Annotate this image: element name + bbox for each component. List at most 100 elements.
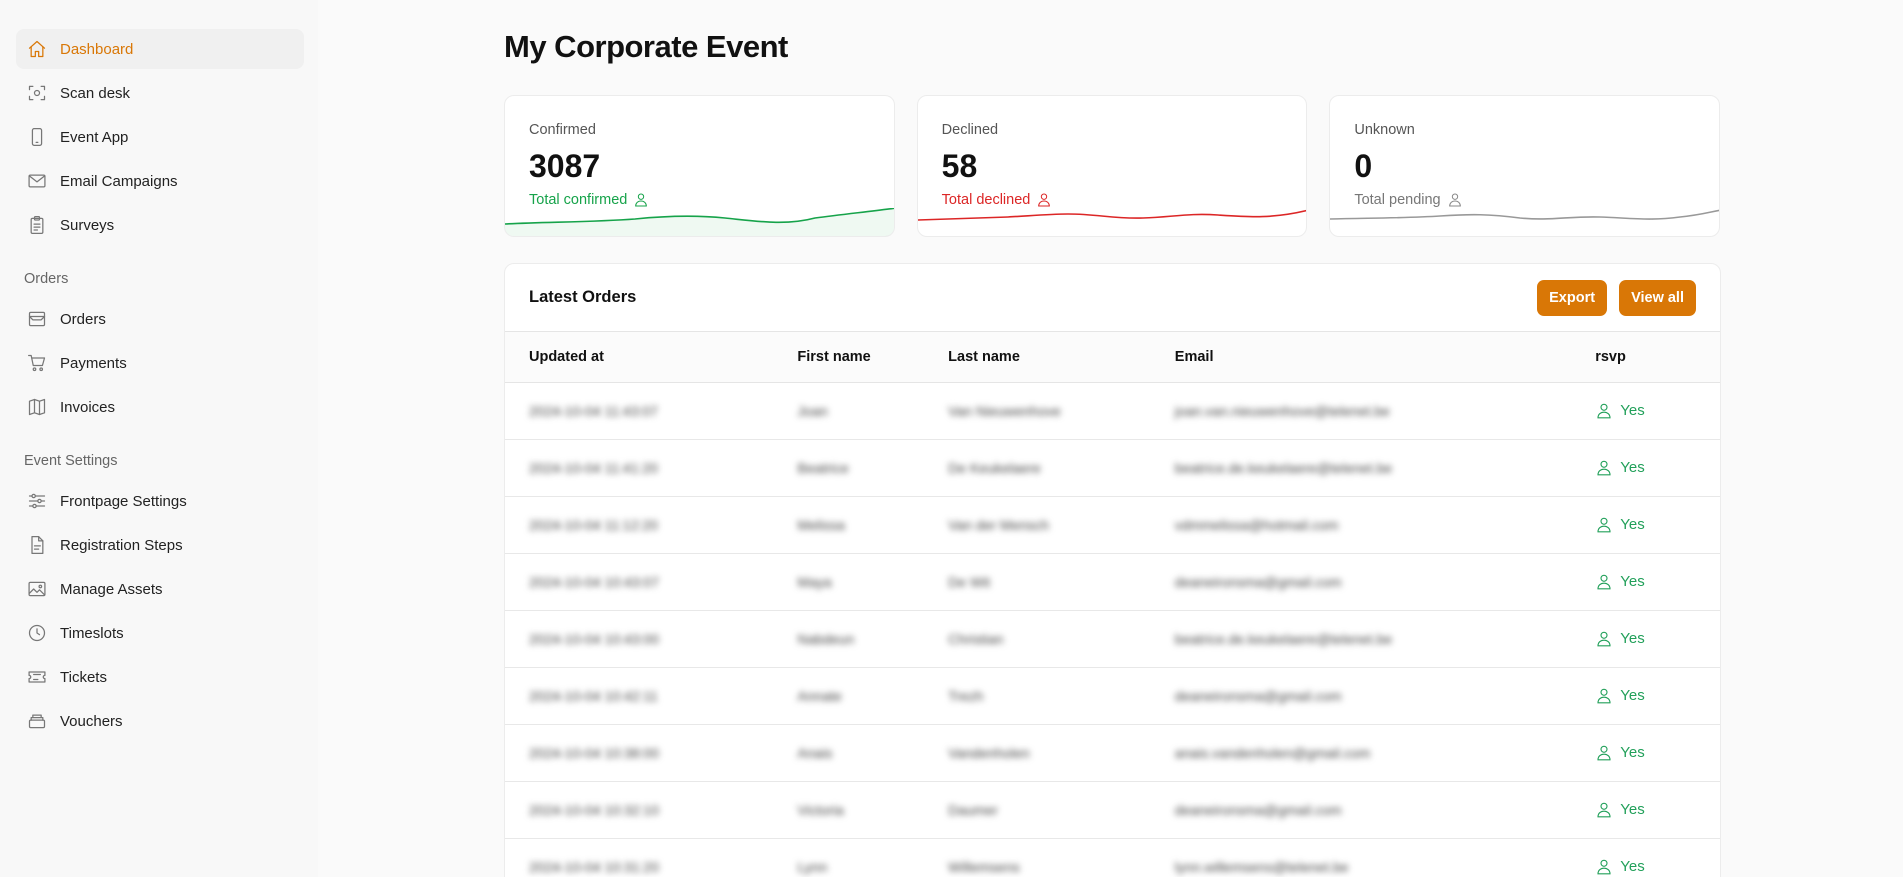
column-header-first-name[interactable]: First name (797, 348, 871, 365)
sidebar-item-payments[interactable]: Payments (16, 343, 304, 383)
email-value: beatrice.de.keukelaere@telenet.be (1174, 459, 1393, 476)
email-value: deaneironsma@gmail.com (1174, 573, 1342, 590)
rsvp-value: Yes (1620, 744, 1645, 761)
cell-updated-at: 2024-10-04 10:42:11 (505, 667, 773, 724)
sidebar-item-timeslots[interactable]: Timeslots (16, 613, 304, 653)
table-row[interactable]: 2024-10-04 10:43:07 Maya De Wit deaneironsm… (505, 553, 1720, 610)
sidebar-item-label: Scan desk (60, 84, 131, 102)
stat-card-unknown: Unknown 0 Total pending (1329, 95, 1721, 237)
sidebar-item-label: Event App (60, 128, 129, 146)
user-icon (1448, 193, 1461, 207)
image-icon (25, 577, 49, 601)
sidebar-item-label: Dashboard (60, 40, 134, 58)
rsvp-value: Yes (1620, 858, 1645, 875)
sidebar-item-email-campaigns[interactable]: Email Campaigns (16, 161, 304, 201)
stat-sub-label: Total declined (941, 192, 1031, 208)
inbox-icon (25, 307, 49, 331)
sidebar-item-scan-desk[interactable]: Scan desk (16, 73, 304, 113)
sidebar-item-manage-assets[interactable]: Manage Assets (16, 569, 304, 609)
table-row[interactable]: 2024-10-04 11:12:20 Melissa Van der Mensch… (505, 496, 1720, 553)
last-name-value: Willemsens (948, 858, 1020, 875)
last-name-value: De Wit (948, 573, 991, 590)
table-row[interactable]: 2024-10-04 10:38:00 Anais Vandenholen anais… (505, 724, 1720, 781)
stat-value: 0 (1354, 148, 1373, 184)
last-name-value: Daumer (948, 801, 998, 818)
sidebar-item-invoices[interactable]: Invoices (16, 387, 304, 427)
table-row[interactable]: 2024-10-04 10:42:11 Annate Trezh deaneirons… (505, 667, 1720, 724)
cell-updated-at: 2024-10-04 10:43:07 (505, 553, 773, 610)
column-header-updated-at[interactable]: Updated at (529, 348, 604, 365)
sidebar-item-label: Email Campaigns (60, 172, 178, 190)
column-header-last-name[interactable]: Last name (948, 348, 1020, 365)
first-name-value: Anais (797, 744, 833, 761)
sidebar-main-nav: Dashboard Scan desk Event App Email Camp… (0, 29, 318, 245)
cell-last-name: De Wit (924, 553, 1151, 610)
updated-at-value: 2024-10-04 10:43:00 (529, 630, 659, 647)
first-name-value: Nabdeun (797, 630, 855, 647)
column-header-email[interactable]: Email (1174, 348, 1214, 365)
cell-rsvp: Yes (1571, 781, 1720, 838)
rsvp-value: Yes (1620, 573, 1645, 590)
map-icon (25, 395, 49, 419)
rsvp-value: Yes (1620, 459, 1645, 476)
sidebar-item-label: Registration Steps (60, 536, 183, 554)
cell-rsvp: Yes (1571, 496, 1720, 553)
user-icon (1597, 517, 1611, 532)
table-row[interactable]: 2024-10-04 11:43:07 Joan Van Nieuwenhove jo… (505, 382, 1720, 439)
home-icon (25, 37, 49, 61)
sidebar-item-tickets[interactable]: Tickets (16, 657, 304, 697)
user-icon (1597, 859, 1611, 874)
sidebar-section-title-orders: Orders (24, 271, 69, 287)
updated-at-value: 2024-10-04 10:43:07 (529, 573, 659, 590)
export-button[interactable]: Export (1537, 279, 1608, 316)
sliders-icon (25, 489, 49, 513)
first-name-value: Lynn (797, 858, 828, 875)
orders-actions: Export View all (1537, 279, 1696, 316)
first-name-value: Joan (797, 402, 828, 419)
first-name-value: Beatrice (797, 459, 849, 476)
rsvp-status: Yes (1595, 687, 1720, 705)
updated-at-value: 2024-10-04 10:32:10 (529, 801, 659, 818)
cell-email: deaneironsma@gmail.com (1151, 667, 1571, 724)
sidebar-item-orders[interactable]: Orders (16, 299, 304, 339)
table-row[interactable]: 2024-10-04 10:43:00 Nabdeun Christian beatr… (505, 610, 1720, 667)
stat-sub: Total confirmed (529, 192, 894, 208)
stat-label: Declined (941, 122, 999, 138)
table-row[interactable]: 2024-10-04 10:31:20 Lynn Willemsens lynn.wi… (505, 838, 1720, 877)
sparkline-unknown (1330, 209, 1720, 220)
first-name-value: Annate (797, 687, 842, 704)
cell-first-name: Lynn (773, 838, 924, 877)
cell-rsvp: Yes (1571, 439, 1720, 496)
sidebar-item-label: Manage Assets (60, 580, 163, 598)
column-header-rsvp[interactable]: rsvp (1595, 348, 1626, 365)
rsvp-value: Yes (1620, 630, 1645, 647)
email-value: lynn.willemsens@telenet.be (1174, 858, 1349, 875)
email-value: beatrice.de.keukelaere@telenet.be (1174, 630, 1393, 647)
sidebar-item-vouchers[interactable]: Vouchers (16, 701, 304, 741)
user-icon (1597, 460, 1611, 475)
cell-last-name: Willemsens (924, 838, 1151, 877)
cell-updated-at: 2024-10-04 11:43:07 (505, 382, 773, 439)
cart-icon (25, 351, 49, 375)
cell-updated-at: 2024-10-04 10:43:00 (505, 610, 773, 667)
page-title: My Corporate Event (504, 29, 788, 64)
clipboard-icon (25, 213, 49, 237)
rsvp-value: Yes (1620, 516, 1645, 533)
sidebar-item-registration-steps[interactable]: Registration Steps (16, 525, 304, 565)
sidebar-item-frontpage-settings[interactable]: Frontpage Settings (16, 481, 304, 521)
sidebar-item-event-app[interactable]: Event App (16, 117, 304, 157)
sparkline-declined (917, 209, 1307, 221)
table-row[interactable]: 2024-10-04 10:32:10 Victoria Daumer deaneir… (505, 781, 1720, 838)
updated-at-value: 2024-10-04 11:12:20 (529, 516, 658, 533)
rsvp-status: Yes (1595, 801, 1720, 819)
view-all-button[interactable]: View all (1619, 279, 1696, 316)
table-row[interactable]: 2024-10-04 11:41:20 Beatrice De Keukelaere… (505, 439, 1720, 496)
sidebar-item-surveys[interactable]: Surveys (16, 205, 304, 245)
rsvp-status: Yes (1595, 858, 1720, 876)
stat-sub: Total pending (1354, 192, 1719, 208)
email-value: anais.vandenholen@gmail.com (1174, 744, 1371, 761)
clock-icon (25, 621, 49, 645)
first-name-value: Maya (797, 573, 832, 590)
user-icon (1038, 193, 1051, 207)
sidebar-item-dashboard[interactable]: Dashboard (16, 29, 304, 69)
